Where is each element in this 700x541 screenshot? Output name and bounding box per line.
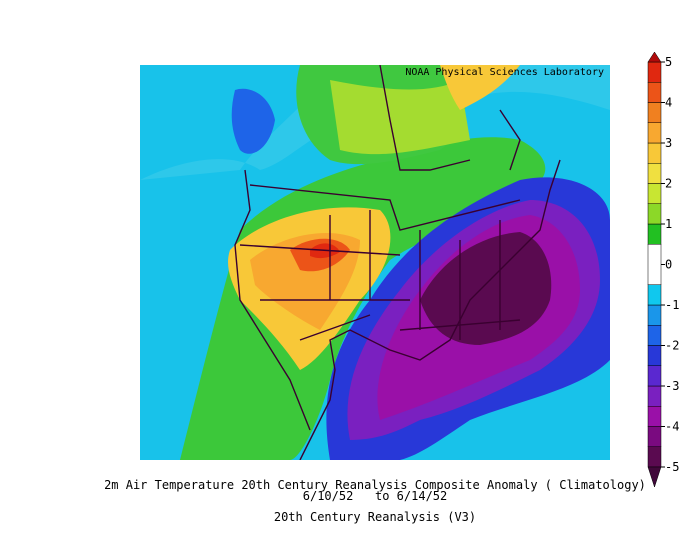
colorbar-tick-label: -2 [665, 339, 679, 353]
map [140, 65, 610, 460]
colorbar-tick-label: 3 [665, 136, 672, 150]
caption-source: 20th Century Reanalysis (V3) [274, 510, 476, 524]
colorbar-tick-label: 4 [665, 96, 672, 110]
colorbar-under [647, 466, 662, 488]
colorbar-segment [647, 163, 662, 184]
colorbar-segment [647, 446, 662, 468]
colorbar-tick-label: 5 [665, 55, 672, 69]
caption-dates: 6/10/52 to 6/14/52 [303, 489, 448, 503]
colorbar-over [647, 51, 662, 63]
colorbar-segment [647, 203, 662, 225]
colorbar-segment [647, 223, 662, 245]
colorbar-tick-label: 1 [665, 217, 672, 231]
colorbar-segment [647, 142, 662, 164]
colorbar-segment [647, 122, 662, 144]
colorbar-segment [647, 183, 662, 204]
colorbar-segment [647, 304, 662, 326]
colorbar-tick-label: -5 [665, 460, 679, 474]
colorbar-tick-label: 0 [665, 258, 672, 272]
colorbar: -5 -4 -3 -2 -1 0 1 2 3 4 5 [647, 51, 679, 488]
colorbar-tick-label: -3 [665, 379, 679, 393]
colorbar-tick-label: -1 [665, 298, 679, 312]
colorbar-segment [647, 385, 662, 407]
colorbar-segment [647, 244, 662, 285]
colorbar-segment [647, 426, 662, 447]
colorbar-segment [647, 406, 662, 427]
colorbar-segment [647, 284, 662, 306]
colorbar-tick-label: 2 [665, 177, 672, 191]
caption-title: 2m Air Temperature 20th Century Reanalys… [104, 478, 646, 492]
colorbar-segment [647, 102, 662, 123]
colorbar-segment [647, 365, 662, 387]
colorbar-segment [647, 82, 662, 103]
colorbar-segment [647, 61, 662, 83]
credit: NOAA Physical Sciences Laboratory [405, 67, 604, 78]
colorbar-segment [647, 345, 662, 366]
colorbar-tick-label: -4 [665, 420, 679, 434]
colorbar-segment [647, 325, 662, 346]
